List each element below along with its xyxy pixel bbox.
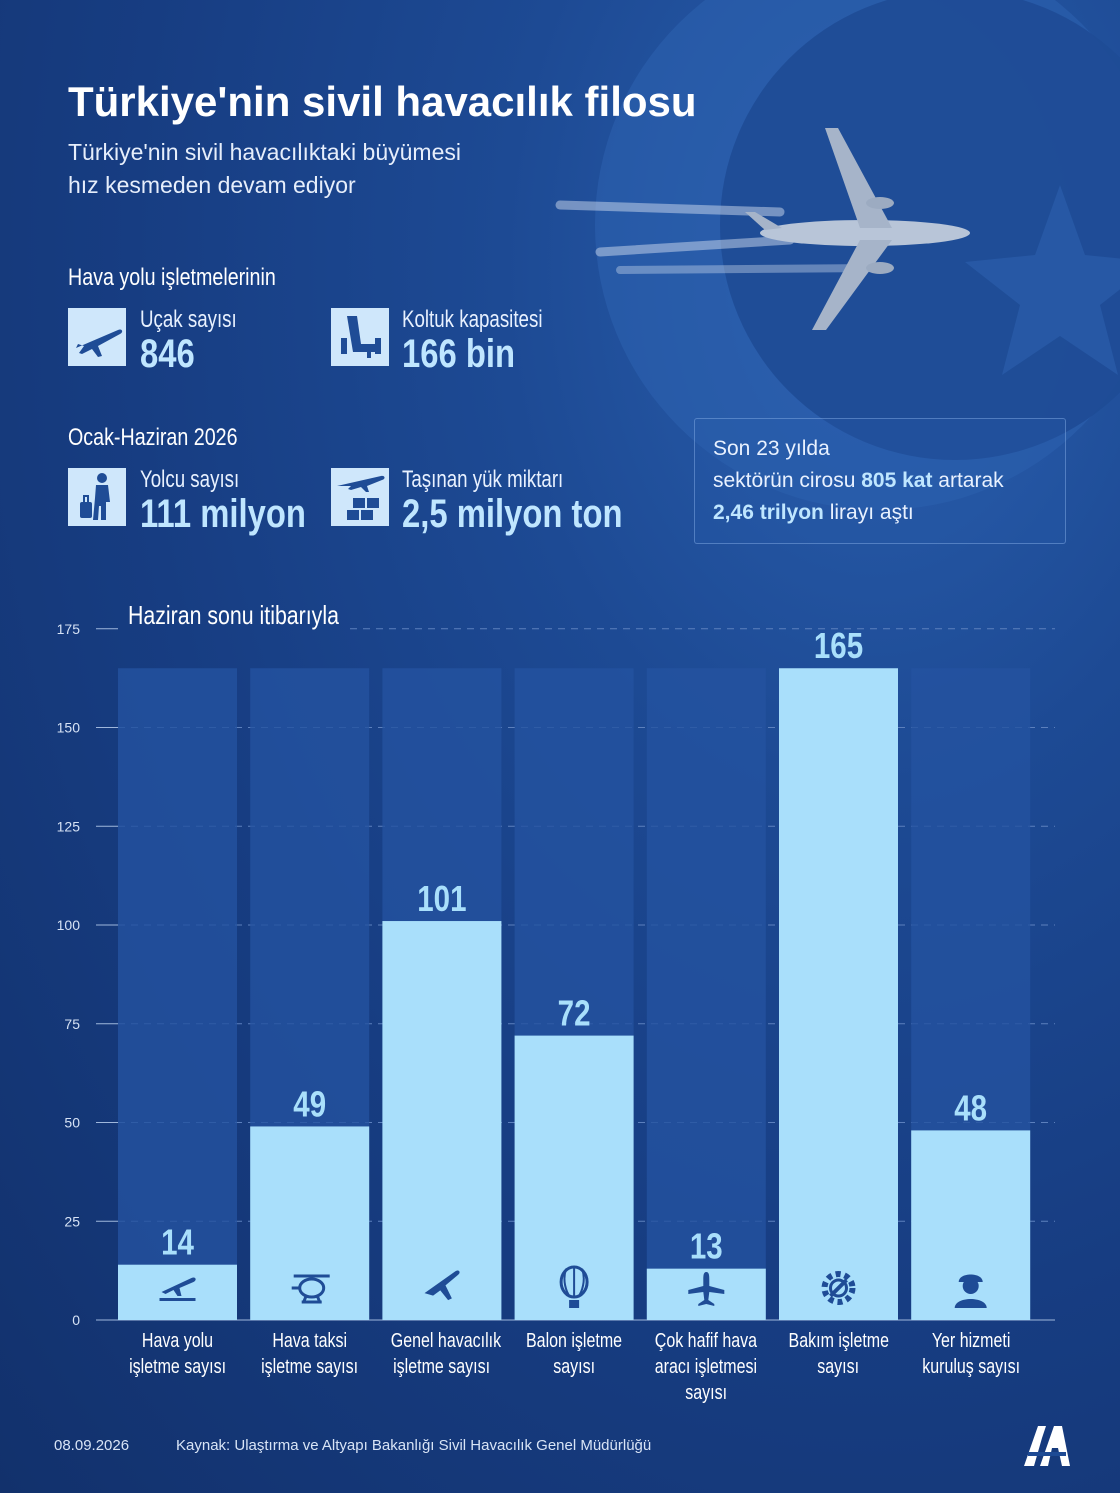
y-tick-label: 0 bbox=[72, 1312, 80, 1328]
airplane-photo-icon bbox=[555, 128, 970, 330]
page-title: Türkiye'nin sivil havacılık filosu bbox=[68, 78, 697, 125]
stat-value: 166 bin bbox=[402, 332, 516, 376]
seat-icon bbox=[331, 308, 389, 366]
y-tick-label: 50 bbox=[64, 1115, 80, 1131]
passenger-icon bbox=[68, 468, 126, 526]
stat-label: Koltuk kapasitesi bbox=[402, 306, 543, 333]
data-label: 72 bbox=[558, 993, 591, 1033]
bar-track bbox=[118, 668, 237, 1320]
x-tick-label: Bakım işletme sayısı bbox=[774, 1328, 904, 1380]
data-label: 101 bbox=[417, 878, 466, 918]
x-tick-label-line: işletme sayısı bbox=[129, 1356, 226, 1378]
plane-takeoff-icon bbox=[159, 1277, 196, 1301]
stat-value: 111 milyon bbox=[140, 492, 306, 536]
x-tick-label: Çok hafif hava aracı işletmesi sayısı bbox=[641, 1328, 771, 1406]
stat-label: Uçak sayısı bbox=[140, 306, 237, 333]
subtitle-line: hız kesmeden devam ediyor bbox=[68, 172, 356, 198]
x-tick-label-line: Balon işletme bbox=[526, 1330, 623, 1352]
x-tick-label-line: Hava taksi bbox=[272, 1330, 348, 1352]
highlight-emphasis: 2,46 trilyon bbox=[713, 501, 824, 524]
bar bbox=[250, 1126, 370, 1320]
page-subtitle: Türkiye'nin sivil havacılıktaki büyümesi… bbox=[68, 136, 628, 202]
balloon-icon bbox=[559, 1265, 589, 1308]
x-tick-label: Yer hizmeti kuruluş sayısı bbox=[906, 1328, 1036, 1380]
x-tick-label-line: sayısı bbox=[553, 1356, 595, 1378]
aa-logo-icon bbox=[1024, 1426, 1070, 1466]
x-tick-label-line: Yer hizmeti bbox=[931, 1330, 1010, 1352]
highlight-box: Son 23 yılda sektörün cirosu 805 kat art… bbox=[694, 418, 1066, 544]
x-tick-label-line: aracı işletmesi bbox=[655, 1356, 758, 1378]
x-tick-label-line: Hava yolu bbox=[141, 1330, 214, 1352]
highlight-text: lirayı aştı bbox=[823, 501, 914, 524]
data-label: 14 bbox=[161, 1222, 194, 1262]
y-tick-label: 75 bbox=[64, 1016, 80, 1032]
highlight-line: Son 23 yılda bbox=[713, 437, 830, 460]
x-tick-label-line: Bakım işletme bbox=[788, 1330, 889, 1352]
y-tick-label: 125 bbox=[57, 818, 81, 834]
bar bbox=[779, 668, 898, 1320]
x-tick-label-line: işletme sayısı bbox=[261, 1356, 359, 1378]
data-label: 165 bbox=[814, 625, 863, 665]
stat-label: Taşınan yük miktarı bbox=[402, 466, 564, 493]
star-shape bbox=[965, 185, 1120, 375]
bar-track bbox=[646, 668, 766, 1320]
x-tick-label: Hava taksi işletme sayısı bbox=[245, 1328, 375, 1380]
airplane-icon bbox=[68, 308, 126, 366]
highlight-text: artarak bbox=[932, 469, 1004, 492]
highlight-text: sektörün cirosu bbox=[713, 469, 862, 492]
section-heading: Hava yolu işletmelerinin bbox=[68, 264, 276, 291]
helicopter-icon bbox=[291, 1274, 330, 1304]
bar bbox=[382, 921, 502, 1320]
y-tick-label: 150 bbox=[57, 720, 81, 736]
data-label: 48 bbox=[954, 1088, 987, 1128]
x-tick-label: Hava yolu işletme sayısı bbox=[113, 1328, 243, 1380]
stat-value: 2,5 milyon ton bbox=[402, 492, 623, 536]
highlight-emphasis: 805 kat bbox=[861, 469, 933, 492]
source-note: Kaynak: Ulaştırma ve Altyapı Bakanlığı S… bbox=[176, 1437, 652, 1454]
background-decoration bbox=[555, 0, 1120, 510]
subtitle-line: Türkiye'nin sivil havacılıktaki büyümesi bbox=[68, 139, 461, 165]
publish-date: 08.09.2026 bbox=[54, 1437, 130, 1454]
cargo-icon bbox=[331, 468, 389, 526]
stat-value: 846 bbox=[140, 332, 195, 376]
y-tick-label: 25 bbox=[64, 1213, 80, 1229]
x-tick-label-line: kuruluş sayısı bbox=[921, 1356, 1020, 1378]
light-aircraft-icon bbox=[688, 1272, 725, 1306]
x-tick-label-line: Çok hafif hava bbox=[655, 1330, 758, 1352]
gear-wrench-icon bbox=[821, 1271, 856, 1305]
data-label: 13 bbox=[690, 1226, 723, 1266]
x-tick-label: Genel havacılık işletme sayısı bbox=[377, 1328, 507, 1380]
data-label: 49 bbox=[293, 1084, 326, 1124]
small-plane-icon bbox=[424, 1270, 460, 1301]
worker-icon bbox=[954, 1274, 987, 1308]
stat-label: Yolcu sayısı bbox=[140, 466, 240, 493]
section-heading: Ocak-Haziran 2026 bbox=[68, 424, 238, 451]
x-tick-label-line: Genel havacılık bbox=[390, 1330, 501, 1352]
x-tick-label-line: işletme sayısı bbox=[393, 1356, 491, 1378]
highlight-line: 2,46 trilyon lirayı aştı bbox=[695, 497, 1065, 529]
x-tick-label: Balon işletme sayısı bbox=[509, 1328, 639, 1380]
x-tick-label-line: sayısı bbox=[817, 1356, 860, 1378]
y-tick-label: 100 bbox=[57, 917, 81, 933]
highlight-line: sektörün cirosu 805 kat artarak bbox=[695, 465, 1065, 497]
x-tick-label-line: sayısı bbox=[685, 1382, 728, 1404]
chart-title: Haziran sonu itibarıyla bbox=[128, 600, 339, 630]
y-tick-label: 175 bbox=[57, 621, 81, 637]
